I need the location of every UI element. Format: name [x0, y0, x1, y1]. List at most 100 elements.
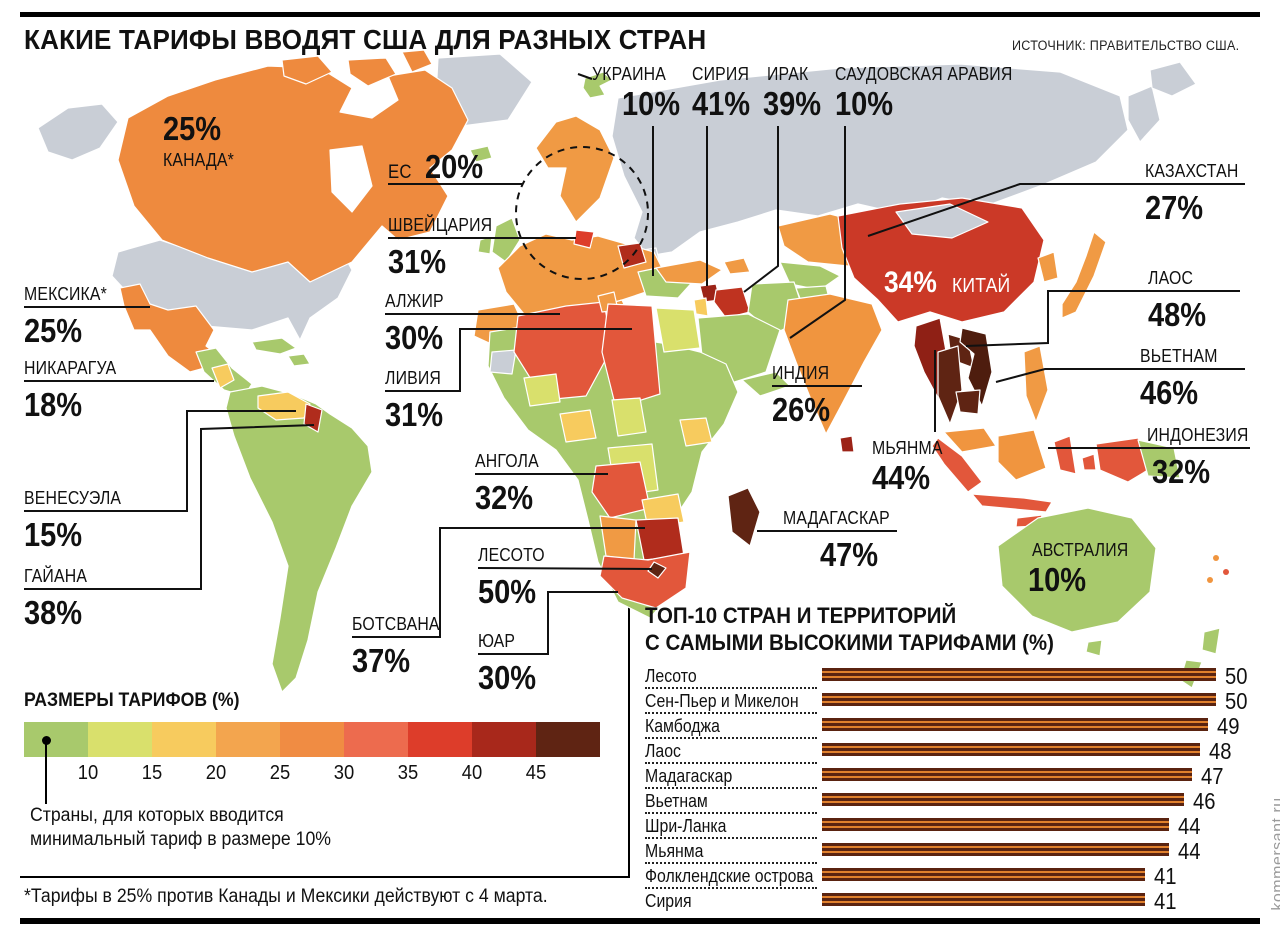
- chart-row-label: Сирия: [645, 891, 692, 911]
- country-malaysia: [943, 427, 997, 453]
- chart-row-separator: [645, 687, 817, 689]
- country-turkey: [655, 259, 723, 285]
- country-south-korea: [1037, 251, 1059, 283]
- country-namibia: [599, 515, 637, 561]
- pacific-island: [1207, 577, 1213, 583]
- legend-note-line2: минимальный тариф в размере 10%: [30, 829, 332, 850]
- country-western-sahara: [489, 349, 517, 375]
- country-sri-lanka: [839, 435, 855, 453]
- country-india: [783, 293, 883, 435]
- legend-swatch-2: [152, 722, 216, 757]
- europe-dashed-circle: [515, 146, 649, 280]
- country-algeria: [513, 301, 613, 401]
- legend-tick-35: 35: [397, 762, 419, 784]
- country-russia-chukotka: [1149, 61, 1197, 97]
- country-egypt: [655, 307, 701, 353]
- chart-row-bar: [822, 818, 1169, 831]
- chart-row-separator: [645, 887, 817, 889]
- chart-row-separator: [645, 837, 817, 839]
- chart-row-bar: [822, 693, 1216, 706]
- chart-row-separator: [645, 862, 817, 864]
- chart-row-bar: [822, 768, 1192, 781]
- leader-kazakhstan: [867, 183, 1245, 237]
- chart-row-bar: [822, 718, 1208, 731]
- chart-row-value: 41: [1154, 888, 1177, 914]
- legend-tick-20: 20: [205, 762, 227, 784]
- chart-row-bar: [822, 793, 1184, 806]
- leader-libya: [385, 328, 632, 392]
- country-cambodia: [955, 389, 981, 415]
- country-nigeria: [559, 409, 597, 443]
- arctic-island: [401, 49, 433, 73]
- legend-swatch-0: [24, 722, 88, 757]
- leader-vietnam: [995, 368, 1245, 383]
- chart-row-bar: [822, 843, 1169, 856]
- chart-row-8: Фолклендские острова 41: [645, 863, 1275, 889]
- leader-ukraine-dash: [577, 73, 593, 80]
- legend-tick-25: 25: [269, 762, 291, 784]
- chart-row-label: Вьетнам: [645, 791, 708, 811]
- leader-venezuela: [24, 410, 296, 512]
- leader-laos: [965, 290, 1240, 347]
- legend-swatch-7: [472, 722, 536, 757]
- leader-botswana: [352, 527, 645, 638]
- chart-row-separator: [645, 762, 817, 764]
- legend-tick-10: 10: [77, 762, 99, 784]
- chart-rows: Лесото 50 Сен-Пьер и Микелон 50 Камбоджа 49 Ла…: [645, 663, 1275, 914]
- page-title: КАКИЕ ТАРИФЫ ВВОДЯТ США ДЛЯ РАЗНЫХ СТРАН: [24, 24, 707, 55]
- region-caucasus: [723, 257, 751, 275]
- island-tasmania: [1085, 639, 1103, 657]
- pacific-island: [1223, 569, 1229, 575]
- legend-tick-45: 45: [525, 762, 547, 784]
- chart-row-0: Лесото 50: [645, 663, 1275, 689]
- chart-row-label: Мадагаскар: [645, 766, 733, 786]
- leader-lesotho: [477, 567, 653, 570]
- region-scandinavia: [535, 115, 615, 223]
- legend-color-scale: [24, 722, 600, 757]
- leader-saudi: [789, 126, 846, 339]
- chart-row-value: 49: [1217, 713, 1240, 739]
- island-borneo: [997, 429, 1047, 481]
- chart-row-bar: [822, 743, 1200, 756]
- legend-tick-15: 15: [141, 762, 163, 784]
- chart-row-value: 44: [1178, 838, 1201, 864]
- legend-min-dot-line: [45, 742, 47, 804]
- legend-note-line1: Страны, для которых вводится: [30, 805, 284, 826]
- chart-row-bar: [822, 868, 1145, 881]
- chart-row-7: Мьянма 44: [645, 838, 1275, 864]
- chart-row-value: 47: [1201, 763, 1224, 789]
- leader-uar: [478, 591, 618, 655]
- legend-swatch-6: [408, 722, 472, 757]
- country-cuba: [251, 337, 297, 355]
- chart-row-label: Мьянма: [645, 841, 704, 861]
- country-madagascar: [727, 487, 761, 547]
- country-iceland: [469, 145, 493, 163]
- legend-tick-40: 40: [461, 762, 483, 784]
- footnote: *Тарифы в 25% против Канады и Мексики де…: [24, 886, 548, 907]
- chart-row-9: Сирия 41: [645, 888, 1275, 914]
- country-russia-east: [1127, 85, 1161, 143]
- chart-row-label: Камбоджа: [645, 716, 720, 736]
- chart-row-separator: [645, 787, 817, 789]
- chart-row-5: Вьетнам 46: [645, 788, 1275, 814]
- chart-row-separator: [645, 712, 817, 714]
- chart-title-line1: ТОП-10 СТРАН И ТЕРРИТОРИЙ: [645, 603, 957, 628]
- chart-row-1: Сен-Пьер и Микелон 50: [645, 688, 1275, 714]
- leader-lines: [24, 73, 1250, 655]
- country-uk: [491, 217, 521, 263]
- country-chad: [611, 397, 647, 437]
- leader-guyana: [24, 424, 315, 590]
- chart-left-divider: [628, 604, 630, 876]
- chart-row-value: 46: [1193, 788, 1216, 814]
- region-levant: [693, 297, 709, 317]
- chart-title-line2: С САМЫМИ ВЫСОКИМИ ТАРИФАМИ (%): [645, 630, 1054, 655]
- south-america: [225, 385, 373, 693]
- leader-iraq: [743, 126, 779, 293]
- country-botswana: [635, 517, 685, 561]
- chart-row-label: Лаос: [645, 741, 681, 761]
- country-ethiopia: [679, 417, 713, 447]
- country-mongolia: [895, 203, 989, 239]
- hudson-bay: [329, 145, 373, 213]
- top-rule: [20, 12, 1260, 17]
